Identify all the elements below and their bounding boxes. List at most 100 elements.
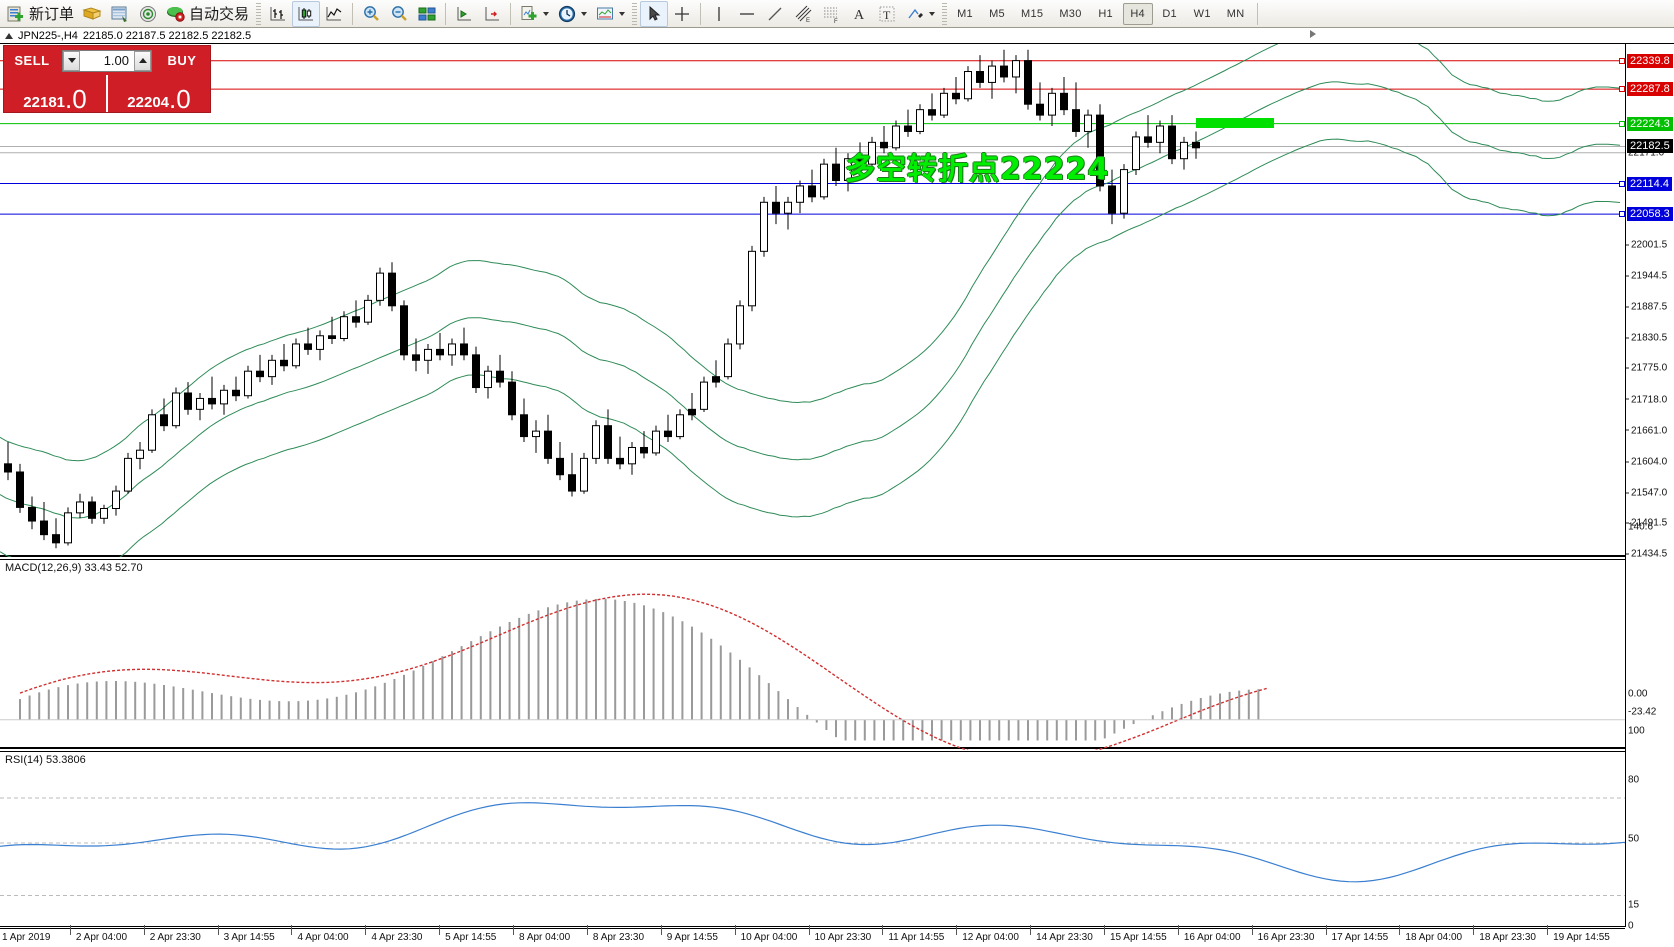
drawings-button[interactable] (901, 1, 939, 27)
timeframe-button-h4[interactable]: H4 (1122, 2, 1153, 25)
rsi-axis-tick: 0 (1628, 920, 1634, 932)
time-axis-separator (586, 925, 588, 935)
price-axis-tick: 21491.5 (1626, 517, 1667, 528)
time-axis[interactable]: 1 Apr 2019 2 Apr 04:00 2 Apr 23:30 3 Apr 14… (0, 925, 1625, 947)
price-level-badge[interactable]: 22339.8 (1627, 53, 1673, 68)
chart-symbol-label: JPN225-,H4 (18, 30, 78, 42)
price-level-handle[interactable] (1619, 57, 1625, 64)
timeframe-button-d1[interactable]: D1 (1162, 7, 1177, 20)
navigator-icon (138, 4, 158, 24)
tile-windows-button[interactable] (413, 1, 441, 27)
toolbar-grip[interactable] (256, 2, 262, 25)
timeframe-button-m15[interactable]: M15 (1021, 7, 1044, 20)
chart-area[interactable]: 多空转折点22224 MACD(12,26,9) 33.43 52.70 RSI… (0, 24, 1674, 947)
zoom-in-button[interactable] (357, 1, 385, 27)
price-level-handle[interactable] (1619, 120, 1625, 127)
indicators-button[interactable] (591, 1, 629, 27)
timeframe-button-h1[interactable]: H1 (1098, 7, 1113, 20)
timeframe-button-m30[interactable]: M30 (1059, 7, 1082, 20)
equidistant-channel-icon: E (793, 4, 813, 24)
cursor-icon (644, 4, 664, 24)
autotrading-label: 自动交易 (189, 5, 250, 23)
position-highlight-box (1196, 117, 1274, 128)
price-level-badge[interactable]: 22287.8 (1627, 82, 1673, 97)
sell-price-button[interactable]: 22181 .0 (4, 75, 106, 112)
market-watch-button[interactable] (106, 1, 134, 27)
scroll-end-button[interactable] (450, 1, 478, 27)
equidistant-channel-button[interactable]: E (789, 1, 817, 27)
timeframe-button[interactable] (553, 1, 591, 27)
timeframe-button-mn[interactable]: MN (1226, 7, 1245, 20)
profiles-button[interactable] (78, 1, 106, 27)
time-axis-separator (1030, 925, 1032, 935)
macd-pane[interactable]: MACD(12,26,9) 33.43 52.70 (0, 559, 1625, 761)
tile-windows-icon (417, 4, 437, 24)
price-pane[interactable]: 多空转折点22224 (0, 24, 1625, 576)
timeframe-button-m5[interactable]: M5 (989, 7, 1005, 20)
time-axis-label: 10 Apr 04:00 (740, 932, 798, 943)
new-order-button[interactable]: 新订单 (2, 1, 78, 27)
time-axis-label: 15 Apr 14:55 (1109, 932, 1167, 943)
bar-chart-icon (268, 4, 288, 24)
toolbar-grip-2[interactable] (632, 2, 638, 25)
macd-axis-tick: 0.00 (1628, 688, 1648, 700)
buy-price-integer: 22204 (127, 94, 170, 111)
crosshair-button[interactable] (668, 1, 696, 27)
chart-header: JPN225-,H4 22185.0 22187.5 22182.5 22182… (0, 29, 1674, 44)
candlestick-chart-button[interactable] (292, 0, 321, 27)
price-level-badge[interactable]: 22224.3 (1627, 116, 1673, 131)
autotrading-button[interactable]: 自动交易 (162, 1, 253, 27)
svg-text:T: T (883, 8, 891, 22)
price-level-handle[interactable] (1619, 86, 1625, 93)
text-button[interactable]: T (873, 1, 901, 27)
new-order-label: 新订单 (29, 5, 75, 23)
time-axis-label: 3 Apr 14:55 (223, 932, 275, 943)
time-axis-label: 5 Apr 14:55 (445, 932, 497, 943)
text-label-button[interactable]: A (845, 1, 873, 27)
navigator-button[interactable] (134, 1, 162, 27)
candlestick-chart-icon (296, 4, 316, 24)
price-level-handle[interactable] (1619, 211, 1625, 218)
sell-button-label[interactable]: SELL (14, 53, 50, 68)
timeframe-dropdown-caret[interactable] (581, 11, 588, 16)
one-click-trading-prices: 22181 .0 22204 .0 (4, 75, 210, 112)
trendline-button[interactable] (761, 1, 789, 27)
cursor-button[interactable] (640, 0, 669, 27)
horizontal-line-button[interactable] (733, 1, 761, 27)
new-chart-icon (519, 4, 539, 24)
price-level-badge[interactable]: 22058.3 (1627, 207, 1673, 222)
indicators-dropdown-caret[interactable] (619, 11, 626, 16)
chevron-down-icon (67, 58, 76, 63)
toolbar-grip-3[interactable] (942, 2, 948, 25)
volume-stepper[interactable]: 1.00 (62, 49, 152, 72)
zoom-out-button[interactable] (385, 1, 413, 27)
timeframe-button-m1[interactable]: M1 (957, 7, 973, 20)
price-level-badge[interactable]: 22114.4 (1627, 176, 1672, 191)
chart-collapse-icon[interactable] (5, 33, 13, 39)
fibonacci-button[interactable]: F (817, 1, 845, 27)
new-chart-button[interactable] (515, 1, 553, 27)
volume-decrease-button[interactable] (63, 50, 80, 71)
timeframe-button-w1[interactable]: W1 (1193, 7, 1211, 20)
price-level-handle[interactable] (1619, 180, 1625, 187)
vertical-line-button[interactable] (705, 1, 733, 27)
time-axis-separator (1103, 925, 1105, 935)
buy-button-label[interactable]: BUY (167, 53, 197, 68)
volume-increase-button[interactable] (134, 50, 151, 71)
time-axis-separator (808, 925, 810, 935)
new-chart-dropdown-caret[interactable] (543, 11, 550, 16)
price-axis[interactable]: 22001.5 21944.5 21887.5 21830.5 21775.0 21718… (1619, 44, 1674, 932)
chart-shift-button[interactable] (478, 1, 506, 27)
drawings-dropdown-caret[interactable] (929, 11, 936, 16)
sell-price-fraction: .0 (65, 83, 87, 114)
chart-scroll-indicator-icon[interactable] (1310, 30, 1316, 38)
price-chart-canvas (0, 24, 1625, 576)
price-level-badge[interactable]: 22182.5 (1627, 139, 1673, 154)
price-axis-tick: 21830.5 (1626, 333, 1667, 344)
rsi-pane[interactable]: RSI(14) 53.3806 (0, 751, 1626, 927)
buy-price-fraction: .0 (169, 83, 191, 114)
bar-chart-button[interactable] (264, 1, 292, 27)
time-axis-label: 18 Apr 04:00 (1405, 932, 1463, 943)
buy-price-button[interactable]: 22204 .0 (106, 75, 210, 112)
line-chart-button[interactable] (320, 1, 348, 27)
